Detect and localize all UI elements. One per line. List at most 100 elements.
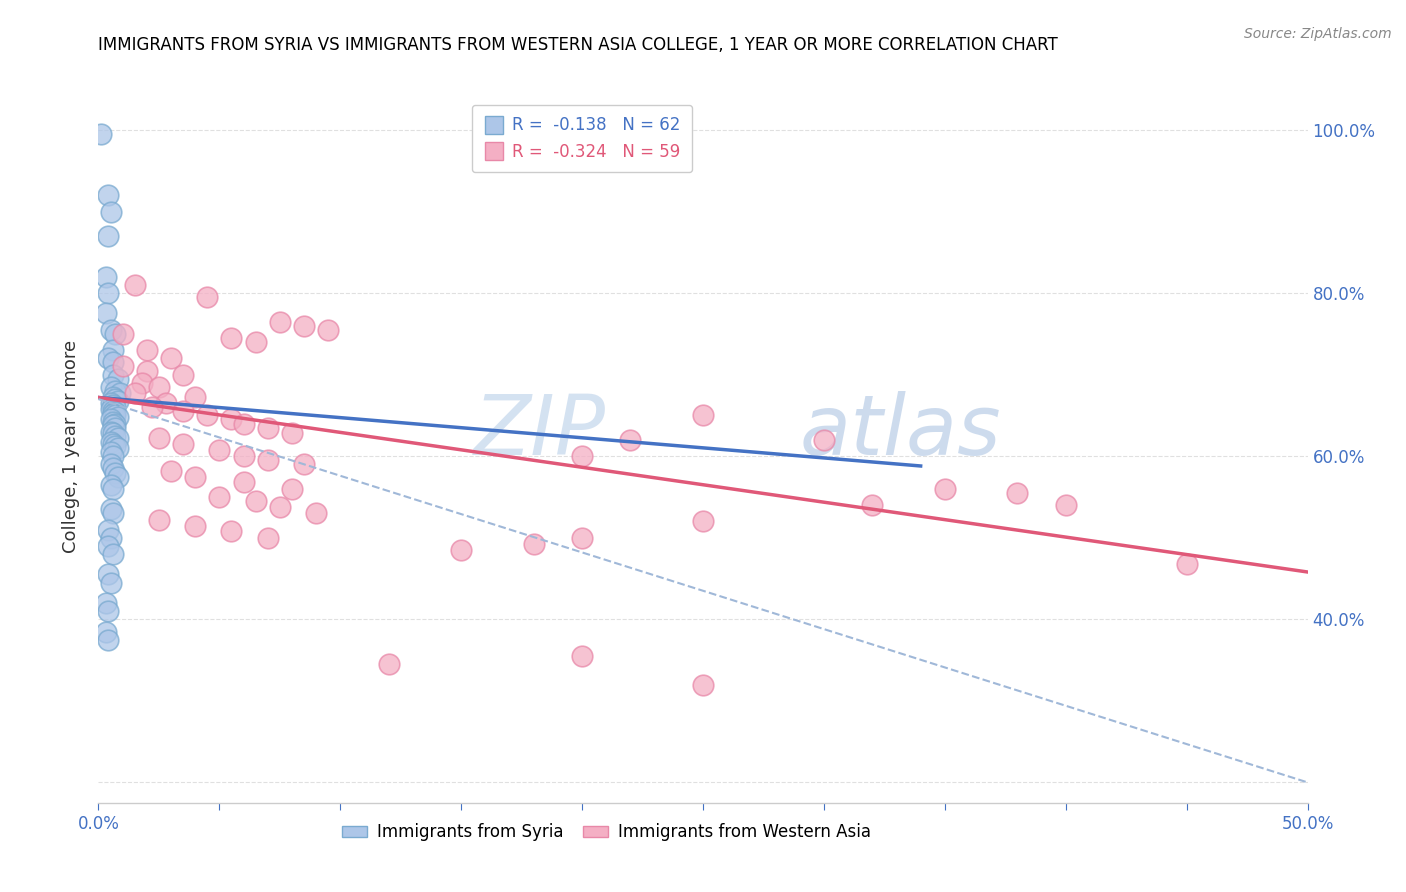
Point xyxy=(813,433,835,447)
Point xyxy=(860,498,883,512)
Point xyxy=(141,401,163,415)
Point xyxy=(101,415,124,429)
Point xyxy=(100,401,122,416)
Point xyxy=(97,229,120,244)
Point xyxy=(101,547,124,561)
Point xyxy=(111,359,134,374)
Point xyxy=(135,363,157,377)
Point xyxy=(1175,557,1198,571)
Point xyxy=(101,506,124,520)
Point xyxy=(256,531,278,545)
Point xyxy=(97,188,120,202)
Point xyxy=(135,343,157,358)
Point xyxy=(316,323,339,337)
Point xyxy=(107,410,129,425)
Point xyxy=(97,604,120,618)
Point xyxy=(104,420,127,434)
Point xyxy=(97,286,120,301)
Point xyxy=(101,355,124,369)
Point xyxy=(100,575,122,590)
Point xyxy=(107,469,129,483)
Point xyxy=(104,384,127,398)
Point xyxy=(104,429,127,443)
Point xyxy=(94,269,117,284)
Point xyxy=(97,523,120,537)
Point xyxy=(1007,486,1029,500)
Point xyxy=(934,482,956,496)
Point xyxy=(100,458,122,472)
Point xyxy=(232,417,254,431)
Point xyxy=(100,434,122,449)
Point xyxy=(101,398,124,412)
Point xyxy=(571,449,593,463)
Point xyxy=(94,596,117,610)
Point xyxy=(108,385,131,400)
Point xyxy=(148,380,170,394)
Point xyxy=(281,426,304,441)
Point xyxy=(155,396,177,410)
Point xyxy=(208,490,231,504)
Point xyxy=(232,449,254,463)
Point xyxy=(107,372,129,386)
Point xyxy=(184,469,207,483)
Point xyxy=(100,445,122,459)
Point xyxy=(107,431,129,445)
Point xyxy=(100,323,122,337)
Point xyxy=(104,401,127,415)
Point xyxy=(97,539,120,553)
Point xyxy=(131,376,153,390)
Point xyxy=(90,127,112,141)
Point xyxy=(256,420,278,434)
Point xyxy=(104,409,127,423)
Point xyxy=(232,475,254,490)
Point xyxy=(100,380,122,394)
Point xyxy=(104,417,127,431)
Point xyxy=(97,567,120,582)
Point xyxy=(184,518,207,533)
Point xyxy=(100,425,122,439)
Point xyxy=(245,334,267,349)
Point xyxy=(377,657,399,672)
Point xyxy=(101,461,124,475)
Point xyxy=(292,318,315,333)
Point xyxy=(692,677,714,691)
Point xyxy=(148,513,170,527)
Point xyxy=(101,391,124,405)
Point xyxy=(195,409,218,423)
Point xyxy=(104,392,127,406)
Point xyxy=(245,494,267,508)
Point xyxy=(195,290,218,304)
Text: Source: ZipAtlas.com: Source: ZipAtlas.com xyxy=(1244,27,1392,41)
Point xyxy=(101,407,124,421)
Legend: Immigrants from Syria, Immigrants from Western Asia: Immigrants from Syria, Immigrants from W… xyxy=(335,817,877,848)
Point xyxy=(221,412,243,426)
Point xyxy=(523,537,546,551)
Point xyxy=(281,482,304,496)
Point xyxy=(101,418,124,433)
Point xyxy=(100,412,122,426)
Point xyxy=(571,531,593,545)
Point xyxy=(101,437,124,451)
Point xyxy=(104,466,127,480)
Point xyxy=(692,409,714,423)
Point xyxy=(104,405,127,419)
Point xyxy=(101,403,124,417)
Point xyxy=(1054,498,1077,512)
Point xyxy=(256,453,278,467)
Point xyxy=(124,277,146,292)
Point xyxy=(221,524,243,539)
Point xyxy=(111,326,134,341)
Point xyxy=(571,648,593,663)
Point xyxy=(148,431,170,445)
Point xyxy=(101,449,124,463)
Point xyxy=(101,426,124,441)
Point xyxy=(100,204,122,219)
Point xyxy=(172,368,194,382)
Text: IMMIGRANTS FROM SYRIA VS IMMIGRANTS FROM WESTERN ASIA COLLEGE, 1 YEAR OR MORE CO: IMMIGRANTS FROM SYRIA VS IMMIGRANTS FROM… xyxy=(98,36,1059,54)
Point xyxy=(160,351,183,366)
Point xyxy=(208,442,231,457)
Point xyxy=(450,543,472,558)
Point xyxy=(97,351,120,366)
Point xyxy=(101,482,124,496)
Point xyxy=(101,368,124,382)
